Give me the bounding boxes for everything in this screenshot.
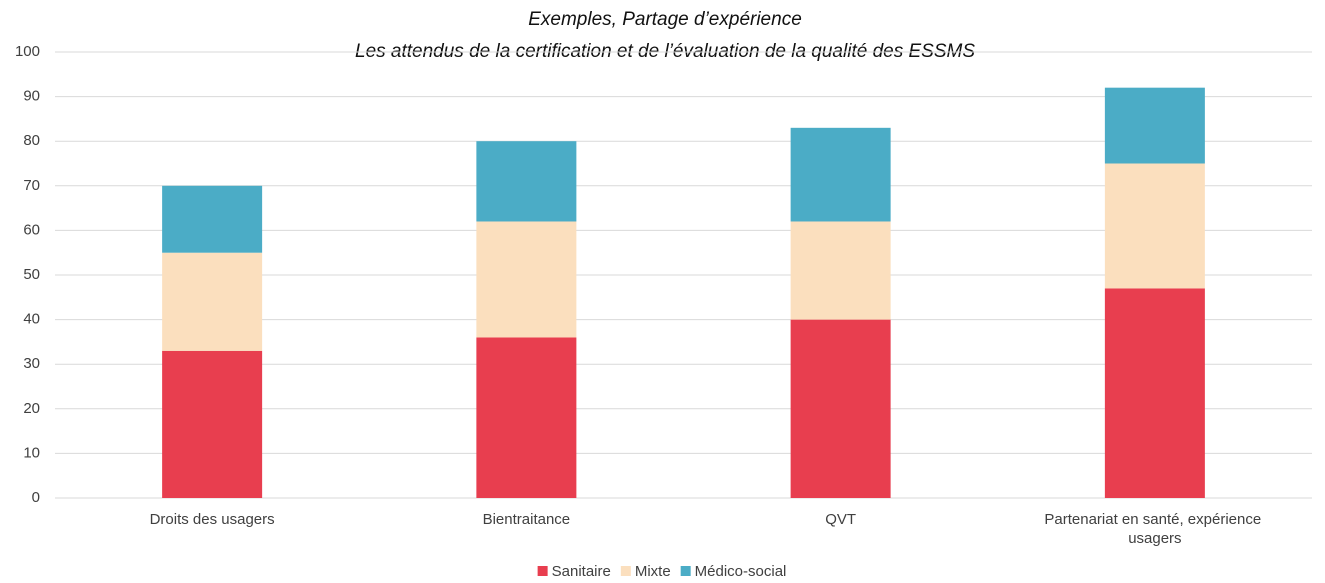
bar-segment xyxy=(162,350,263,498)
bar-segment xyxy=(476,337,577,498)
legend-swatch xyxy=(537,566,548,576)
y-tick-label: 80 xyxy=(23,132,40,149)
bar-segment xyxy=(162,185,263,253)
legend-label: Médico-social xyxy=(695,563,787,580)
legend-label: Sanitaire xyxy=(552,563,611,580)
x-tick-label: QVT xyxy=(825,511,856,528)
legend-swatch xyxy=(620,566,631,576)
bar-segment xyxy=(790,319,891,498)
bar-segment xyxy=(790,127,891,222)
chart-title: Exemples, Partage d’expérience xyxy=(528,9,802,30)
bar-segment xyxy=(162,252,263,351)
legend-label: Mixte xyxy=(635,563,671,580)
y-tick-label: 40 xyxy=(23,311,40,328)
x-tick-label: Droits des usagers xyxy=(150,511,275,528)
bar-segment xyxy=(1104,288,1205,498)
y-tick-label: 20 xyxy=(23,400,40,417)
y-tick-label: 10 xyxy=(23,444,40,461)
x-tick-label: Partenariat en santé, expérience usagers xyxy=(1044,511,1265,547)
y-tick-label: 50 xyxy=(23,266,40,283)
legend-swatch xyxy=(680,566,691,576)
y-tick-label: 100 xyxy=(15,43,40,60)
y-tick-label: 60 xyxy=(23,221,40,238)
y-tick-label: 0 xyxy=(32,489,40,506)
y-tick-label: 70 xyxy=(23,177,40,194)
bar-segment xyxy=(476,141,577,222)
bar-segment xyxy=(1104,163,1205,289)
x-tick-label: Bientraitance xyxy=(483,511,571,528)
y-tick-label: 90 xyxy=(23,88,40,105)
bar-segment xyxy=(476,221,577,338)
y-tick-label: 30 xyxy=(23,355,40,372)
bar-segment xyxy=(1104,87,1205,164)
bar-segment xyxy=(790,221,891,320)
